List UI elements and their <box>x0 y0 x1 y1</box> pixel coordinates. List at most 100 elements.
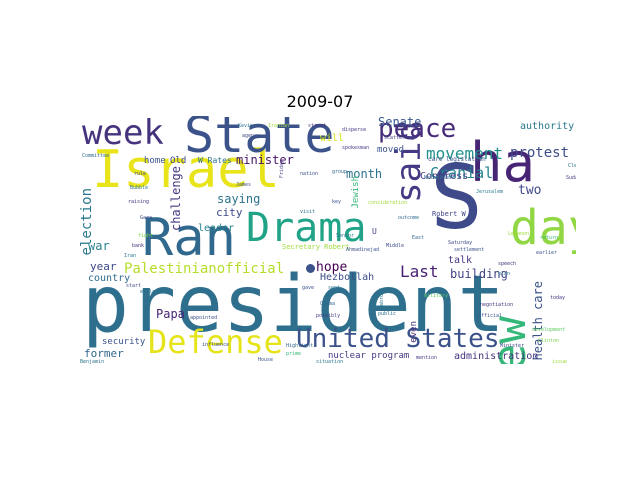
word-authority: authority <box>520 121 575 132</box>
word-secretary-robert: Secretary Robert <box>282 243 350 251</box>
word-minister: minister <box>236 153 294 167</box>
word-ha: ha <box>470 131 536 194</box>
word-security: security <box>102 337 146 347</box>
word-issue: issue <box>552 359 568 365</box>
word-clear: Clear <box>568 163 576 169</box>
word-president: president <box>82 260 505 350</box>
word-leader: leader <box>198 223 235 234</box>
word-netanyahu: Netanyahu <box>424 175 452 181</box>
word-outcome: outcome <box>398 215 420 221</box>
word-iranian: Iranian <box>268 123 290 129</box>
word-raising: raising <box>128 199 150 205</box>
word-cloud: presidentIsraelStateRanDramaShasaiddayne… <box>80 116 576 364</box>
word-care-legislation: care legislation <box>428 156 486 163</box>
word-palestinianofficial: Palestinianofficial <box>124 261 285 277</box>
word-fight: fight <box>138 233 154 239</box>
word-military: military <box>424 293 449 299</box>
word-ahmadinejad: Ahmadinejad <box>346 247 380 253</box>
word-james: James <box>236 182 252 188</box>
word-country: country <box>88 273 131 284</box>
word-health-care: health care <box>531 281 545 361</box>
word-day: day <box>510 200 576 256</box>
word-hezbollah: Hezbollah <box>320 272 375 283</box>
word-building: building <box>450 267 508 281</box>
word-even: even <box>409 321 419 343</box>
word-month: month <box>346 167 383 181</box>
word-obama: Obama <box>320 301 336 307</box>
word-today: today <box>550 295 566 301</box>
word-war: war <box>88 239 110 253</box>
word-spokesman: spokesman <box>342 145 370 151</box>
word-possibly: possibly <box>316 313 341 319</box>
word-prime: prime <box>286 351 302 357</box>
word-sent: sent <box>328 285 341 291</box>
word-benjamin: Benjamin <box>80 359 105 365</box>
word-united-states: United States <box>296 324 500 354</box>
word-middle: Middle <box>386 243 405 249</box>
word-influence: influence <box>202 342 230 348</box>
word-senate: Senate <box>378 116 422 129</box>
word-bubble: Bubble <box>130 185 149 191</box>
word-group: group <box>332 169 348 175</box>
word-iran: Iran <box>124 253 137 259</box>
word-explained: explained <box>140 289 168 295</box>
word-official: official <box>478 313 503 319</box>
word-lebanon: Lebanon <box>508 231 530 237</box>
word-s: S <box>430 146 483 249</box>
word-state: State <box>184 116 335 164</box>
word-jerusalem: Jerusalem <box>476 189 504 195</box>
word-jewish: Jewish <box>351 176 361 209</box>
word-defense: Defense <box>148 323 283 361</box>
word-earlier: earlier <box>536 250 558 256</box>
word-senior: Senior <box>336 233 355 239</box>
word-start: start <box>126 283 142 289</box>
word-nation: nation <box>300 171 319 177</box>
word-saying: saying <box>217 192 261 206</box>
word-speech: speech <box>498 261 517 267</box>
word-gaza: Gaza <box>140 215 153 221</box>
word-ran: Ran <box>142 208 236 268</box>
word-rule: rule <box>134 171 147 177</box>
word-protest: protest <box>510 145 570 161</box>
word-robert-w: Robert W <box>432 210 466 218</box>
word-movement: movement <box>426 144 504 163</box>
word-highlight: Highlight <box>286 343 314 349</box>
word-scattering: scattering <box>384 135 415 141</box>
word-mention: mention <box>416 355 438 361</box>
word-w-rates: W Rates <box>198 156 232 165</box>
word-bank: bank <box>132 243 145 249</box>
word-development: development <box>532 327 566 333</box>
word-u: U <box>372 227 377 236</box>
word-committee: Committee <box>82 153 110 159</box>
word-former: former <box>84 347 124 360</box>
word-public: public <box>378 311 397 317</box>
word-key: key <box>332 199 342 205</box>
word-year: year <box>90 260 117 273</box>
word-friday: Friday <box>279 160 285 179</box>
word-agency: agency <box>242 133 261 139</box>
word-east: East <box>412 235 425 241</box>
word-kevin: Kevin <box>238 123 254 129</box>
figure-title: 2009-07 <box>286 92 354 111</box>
bullet-dot <box>306 264 315 273</box>
word-city: city <box>216 206 243 219</box>
word-old: Old <box>170 156 187 166</box>
word-return: return <box>540 235 559 241</box>
word-challenge: challenge <box>169 166 183 232</box>
word-minister: Minister <box>500 343 525 349</box>
word-hope: hope <box>316 260 348 275</box>
word-clinton: Clinton <box>538 338 560 344</box>
word-papa: Papa <box>156 307 185 321</box>
word-control: control <box>282 326 304 332</box>
word-plan: plan <box>498 271 511 277</box>
word-peace: peace <box>378 116 457 144</box>
word-settlement: settlement <box>454 247 485 253</box>
word-last: Last <box>400 262 439 281</box>
word-disperse: disperse <box>342 127 367 133</box>
word-gave: gave <box>302 285 315 291</box>
word-situation: situation <box>316 359 344 365</box>
word-abroad: abroad <box>379 288 385 307</box>
word-street: street <box>308 123 327 129</box>
word-talk: talk <box>448 255 473 266</box>
word-house: House <box>258 357 274 363</box>
